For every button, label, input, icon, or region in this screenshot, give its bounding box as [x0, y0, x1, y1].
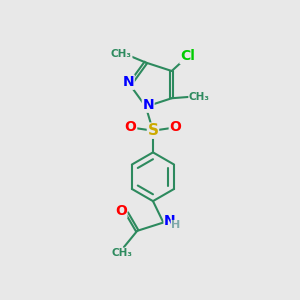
- Text: CH₃: CH₃: [112, 248, 133, 258]
- Text: O: O: [115, 204, 127, 218]
- Text: N: N: [164, 214, 176, 228]
- Text: H: H: [171, 220, 181, 230]
- Text: O: O: [169, 120, 181, 134]
- Text: CH₃: CH₃: [189, 92, 210, 102]
- Text: N: N: [122, 75, 134, 89]
- Text: CH₃: CH₃: [111, 49, 132, 58]
- Text: N: N: [142, 98, 154, 112]
- Text: Cl: Cl: [180, 50, 195, 63]
- Text: S: S: [148, 123, 158, 138]
- Text: O: O: [125, 120, 136, 134]
